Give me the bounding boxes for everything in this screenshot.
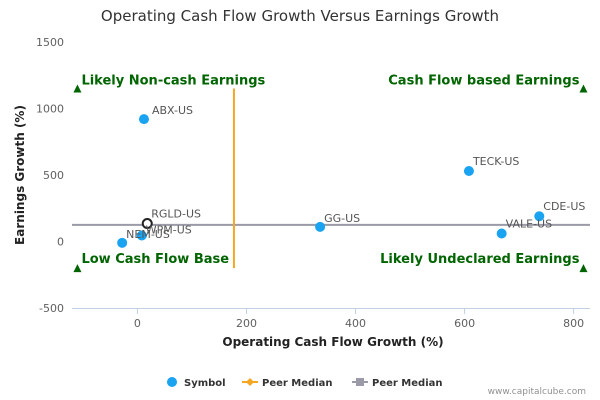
data-point-abx-us	[138, 114, 149, 125]
x-tick-label-800: 800	[563, 317, 584, 330]
x-tick-label-0: 0	[134, 317, 141, 330]
data-label-vale-us: VALE-US	[506, 218, 552, 231]
triangle-marker-top-right	[579, 84, 588, 93]
y-tick-label-500: -500	[39, 302, 64, 315]
data-label-wpm-us: WPM-US	[146, 224, 192, 237]
quadrant-label-top-right: Cash Flow based Earnings	[388, 74, 579, 89]
legend-item-0: Symbol	[167, 377, 226, 389]
data-point-vale-us	[496, 228, 507, 239]
legend-marker-circle	[167, 377, 177, 387]
legend-marker-diamond	[246, 378, 254, 386]
quadrant-label-bottom-right: Likely Undeclared Earnings	[380, 252, 580, 267]
credit-text: www.capitalcube.com	[488, 387, 586, 397]
quadrant-label-top-left: Likely Non-cash Earnings	[81, 74, 265, 89]
legend: Symbol Peer Median Peer Median	[167, 377, 443, 389]
triangle-marker-top-left	[73, 84, 82, 93]
data-label-nem-us: NEM-US	[126, 228, 170, 241]
legend-marker-square	[356, 378, 364, 386]
data-label-rgld-us: RGLD-US	[151, 208, 201, 221]
data-label-cde-us: CDE-US	[543, 200, 585, 213]
triangle-marker-bottom-right	[579, 264, 588, 273]
x-axis-title: Operating Cash Flow Growth (%)	[222, 335, 443, 349]
y-tick-label-500: 500	[43, 169, 64, 182]
chart-title: Operating Cash Flow Growth Versus Earnin…	[101, 7, 499, 25]
x-tick-label-400: 400	[345, 317, 366, 330]
legend-item-1: Peer Median	[242, 378, 333, 389]
x-tick-label-200: 200	[236, 317, 257, 330]
data-point-gg-us	[315, 221, 326, 232]
legend-item-2: Peer Median	[352, 378, 443, 389]
y-tick-label-0: 0	[57, 236, 64, 249]
data-point-rgld-us	[141, 218, 153, 230]
triangle-marker-bottom-left	[73, 264, 82, 273]
data-label-abx-us: ABX-US	[152, 104, 193, 117]
y-axis-title: Earnings Growth (%)	[13, 105, 27, 245]
data-label-gg-us: GG-US	[324, 212, 360, 225]
data-point-teck-us	[463, 166, 474, 177]
data-label-teck-us: TECK-US	[472, 155, 519, 168]
data-point-cde-us	[534, 211, 545, 222]
legend-label-symbol: Symbol	[184, 378, 226, 389]
y-tick-label-1000: 1000	[36, 103, 64, 116]
legend-label-peer-median: Peer Median	[262, 378, 333, 389]
plot-area: 0 200 400 600 800 -500 0 500 1000 1500 Likely Non-…	[36, 36, 590, 330]
data-point-nem-us	[117, 237, 128, 248]
legend-label-peer-median: Peer Median	[372, 378, 443, 389]
y-tick-label-1500: 1500	[36, 36, 64, 49]
quadrant-label-bottom-left: Low Cash Flow Base	[81, 252, 229, 267]
x-tick-label-600: 600	[454, 317, 475, 330]
data-point-wpm-us	[136, 230, 147, 241]
